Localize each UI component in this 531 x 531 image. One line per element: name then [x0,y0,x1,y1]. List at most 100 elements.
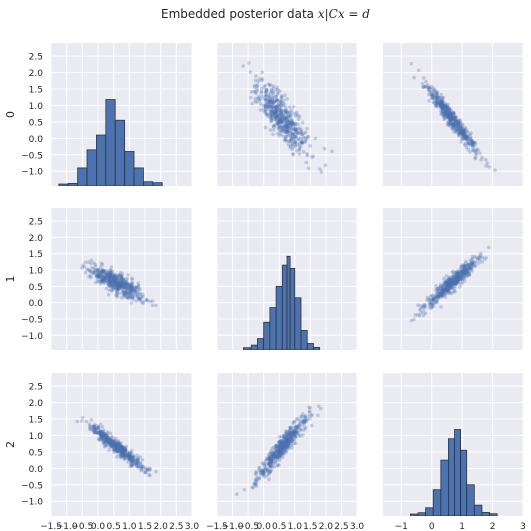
scatter-point [445,285,449,289]
scatter-point [452,118,456,123]
scatter-point [460,268,464,273]
scatter-point [278,438,283,443]
scatter-point [302,131,306,135]
scatter-point [107,275,112,279]
scatter-point [484,256,488,260]
scatter-point [132,459,137,464]
scatter-point [135,285,140,290]
scatter-point [284,128,288,132]
scatter-point [462,131,466,135]
scatter-point [451,113,456,118]
scatter-point [448,116,453,120]
scatter-point [260,70,265,75]
scatter-point [117,279,122,283]
scatter-point [274,95,278,99]
scatter-point [263,104,268,108]
scatter-point [292,127,297,132]
scatter-point [114,442,118,447]
scatter-point [440,104,444,109]
scatter-point [273,460,277,465]
scatter-point [110,445,115,449]
scatter-point [268,469,273,474]
scatter-point [99,272,104,277]
scatter-point [455,271,460,276]
histogram-bar [306,343,314,350]
scatter-point [117,286,121,291]
scatter-point [128,464,132,469]
scatter-point [429,93,434,98]
scatter-point [438,99,442,104]
scatter-point [294,430,299,434]
scatter-point [294,426,298,431]
scatter-point [278,443,282,448]
scatter-point [455,271,459,276]
scatter-point [264,102,269,107]
scatter-point [467,266,472,270]
y-tick-label: 2.5 [29,218,43,228]
scatter-point [442,289,446,293]
scatter-point [253,99,258,104]
y-axis-label: 0 [4,111,17,118]
scatter-point [294,112,299,117]
scatter-point [453,116,458,120]
scatter-point [436,290,440,294]
scatter-point [85,267,89,272]
scatter-point [113,441,117,446]
scatter-point [467,270,471,275]
scatter-point [440,290,445,294]
scatter-point [114,444,119,449]
scatter-point [281,439,286,444]
scatter-point [454,271,459,275]
scatter-point [450,284,454,289]
scatter-point [478,253,482,258]
scatter-point [261,471,266,475]
scatter-point [120,285,125,289]
scatter-point [279,448,284,452]
scatter-point [267,455,272,459]
scatter-point [449,281,453,286]
scatter-point [462,264,466,269]
scatter-point [119,453,123,457]
scatter-point [302,414,306,419]
scatter-point [133,293,137,298]
scatter-point [471,265,475,269]
scatter-point [449,282,453,287]
scatter-point [470,139,475,144]
scatter-point [277,444,281,449]
scatter-point [121,450,126,455]
scatter-point [269,457,274,462]
scatter-point [136,461,140,466]
scatter-point [279,101,283,105]
scatter-point [254,74,258,78]
scatter-point [287,118,292,123]
scatter-point [271,110,276,115]
scatter-point [440,102,445,106]
scatter-point [446,115,451,119]
scatter-point [280,129,284,133]
scatter-point [290,121,294,125]
scatter-point [103,435,107,440]
scatter-point [426,86,431,90]
scatter-point [280,441,284,445]
scatter-point [298,428,302,433]
scatter-point [440,106,445,111]
scatter-point [265,114,270,118]
scatter-point [132,288,137,293]
scatter-point [269,119,274,123]
scatter-point [278,451,283,455]
scatter-point [98,433,103,437]
scatter-point [449,115,453,120]
scatter-point [443,116,448,121]
scatter-point [478,255,482,260]
x-tick-label: 3.0 [350,522,365,531]
scatter-point [450,116,455,120]
scatter-point [120,279,125,283]
scatter-point [114,292,119,297]
scatter-point [111,440,116,445]
scatter-point [454,275,459,279]
scatter-point [115,444,120,448]
scatter-point [277,447,282,451]
scatter-point [447,112,451,116]
scatter-point [112,277,117,282]
scatter-point [126,457,131,462]
